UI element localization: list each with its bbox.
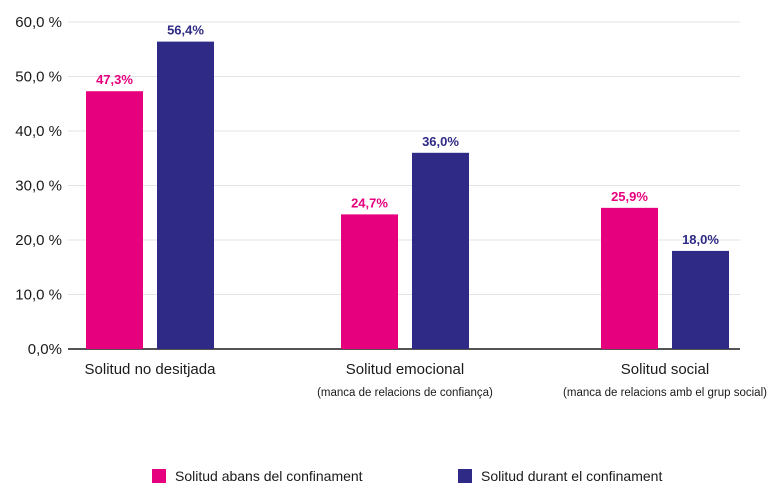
bar: [157, 41, 214, 350]
bar: [86, 91, 143, 349]
data-label: 24,7%: [351, 195, 388, 210]
data-label: 36,0%: [422, 134, 459, 149]
data-label: 18,0%: [682, 232, 719, 247]
y-tick-label: 60,0 %: [15, 14, 62, 31]
legend-label: Solitud abans del confinament: [175, 468, 363, 483]
bar: [672, 250, 729, 349]
bar: [601, 207, 658, 349]
data-label: 25,9%: [611, 189, 648, 204]
y-tick-label: 10,0 %: [15, 287, 62, 304]
y-tick-label: 0,0%: [28, 341, 62, 358]
y-tick-label: 50,0 %: [15, 69, 62, 86]
x-category-sublabel: (manca de relacions amb el grup social): [563, 387, 767, 399]
x-category-sublabel: (manca de relacions de confiança): [317, 387, 493, 399]
y-tick-label: 40,0 %: [15, 123, 62, 140]
y-tick-label: 30,0 %: [15, 178, 62, 195]
bar: [412, 152, 469, 349]
data-label: 56,4%: [167, 23, 204, 38]
legend-label: Solitud durant el confinament: [481, 468, 662, 483]
bar: [341, 214, 398, 349]
x-category-label: Solitud social: [621, 361, 709, 378]
legend-swatch: [152, 469, 166, 483]
data-label: 47,3%: [96, 72, 133, 87]
legend-swatch: [458, 469, 472, 483]
y-tick-label: 20,0 %: [15, 232, 62, 249]
x-category-label: Solitud emocional: [346, 361, 464, 378]
x-category-label: Solitud no desitjada: [85, 361, 217, 378]
